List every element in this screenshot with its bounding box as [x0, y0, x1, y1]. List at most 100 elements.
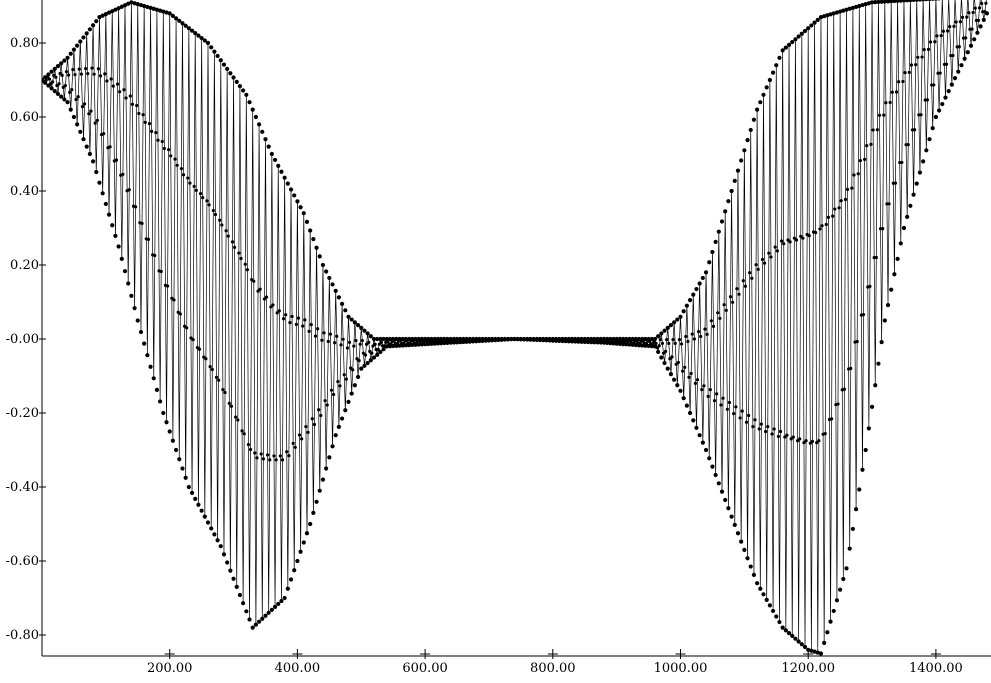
data-point — [97, 67, 100, 70]
data-point — [824, 432, 827, 435]
data-point — [142, 113, 145, 116]
data-point — [319, 414, 322, 417]
data-point — [241, 88, 245, 92]
data-point — [227, 235, 230, 238]
data-point — [290, 315, 293, 318]
data-point — [276, 164, 280, 168]
data-point — [249, 448, 252, 451]
data-point — [220, 223, 223, 226]
data-point — [729, 515, 733, 519]
data-point — [243, 432, 246, 435]
data-point — [161, 411, 165, 415]
data-point — [958, 45, 961, 48]
data-point — [338, 384, 341, 387]
x-tick-label: 1000.00 — [654, 661, 708, 676]
data-point — [324, 466, 328, 470]
data-point — [190, 491, 194, 495]
data-point — [247, 617, 251, 621]
data-point — [832, 609, 836, 613]
data-point — [351, 368, 354, 371]
data-point — [334, 289, 338, 293]
data-point — [267, 611, 271, 615]
data-point — [688, 298, 692, 302]
data-point — [800, 32, 804, 36]
data-point — [795, 238, 798, 241]
data-point — [920, 55, 923, 58]
data-point — [820, 224, 823, 227]
data-point — [694, 426, 698, 430]
data-point — [281, 458, 284, 461]
data-point — [231, 75, 235, 79]
data-point — [818, 227, 821, 230]
data-point — [187, 485, 191, 489]
data-point — [352, 344, 355, 347]
data-point — [142, 342, 146, 346]
data-point — [221, 388, 224, 391]
data-point — [201, 196, 204, 199]
data-point — [53, 89, 57, 93]
data-point — [774, 63, 778, 67]
data-point — [704, 270, 708, 274]
data-point — [67, 73, 70, 76]
data-point — [932, 83, 935, 86]
data-point — [372, 355, 376, 359]
data-point — [311, 511, 315, 515]
data-point — [176, 164, 179, 167]
data-point — [135, 104, 138, 107]
data-point — [382, 347, 386, 351]
data-point — [322, 331, 325, 334]
data-point — [892, 272, 896, 276]
data-point — [718, 317, 721, 320]
data-point — [659, 338, 662, 341]
data-point — [244, 93, 248, 97]
data-point — [696, 378, 699, 381]
data-point — [212, 209, 215, 212]
data-point — [914, 63, 917, 66]
data-point — [894, 182, 897, 185]
data-point — [228, 569, 232, 573]
data-point — [169, 154, 172, 157]
data-point — [903, 71, 906, 74]
data-point — [927, 137, 931, 141]
data-point — [733, 179, 737, 183]
data-point — [267, 145, 271, 149]
data-point — [827, 216, 830, 219]
data-point — [263, 614, 267, 618]
data-point — [81, 35, 85, 39]
data-point — [286, 182, 290, 186]
data-point — [975, 31, 979, 35]
data-point — [214, 213, 217, 216]
data-point — [238, 84, 242, 88]
data-point — [321, 263, 325, 267]
data-point — [276, 602, 280, 606]
data-point — [709, 388, 712, 391]
data-point — [760, 423, 763, 426]
data-point — [354, 339, 357, 342]
data-point — [717, 481, 721, 485]
data-point — [177, 457, 181, 461]
data-point — [840, 199, 843, 202]
data-point — [895, 90, 898, 93]
data-point — [656, 350, 660, 354]
data-point — [228, 71, 232, 75]
data-point — [901, 80, 904, 83]
data-point — [678, 315, 682, 319]
data-point — [205, 199, 208, 202]
data-point — [195, 189, 198, 192]
data-point — [72, 115, 76, 119]
data-point — [235, 585, 239, 589]
data-point — [747, 414, 750, 417]
data-point — [298, 205, 302, 209]
data-point — [913, 128, 916, 131]
data-point — [155, 388, 159, 392]
data-point — [239, 257, 242, 260]
data-point — [70, 88, 73, 91]
data-point — [691, 418, 695, 422]
data-point — [745, 556, 749, 560]
data-point — [849, 367, 852, 370]
data-point — [91, 159, 95, 163]
data-point — [193, 185, 196, 188]
data-point — [56, 64, 60, 68]
data-point — [329, 332, 332, 335]
